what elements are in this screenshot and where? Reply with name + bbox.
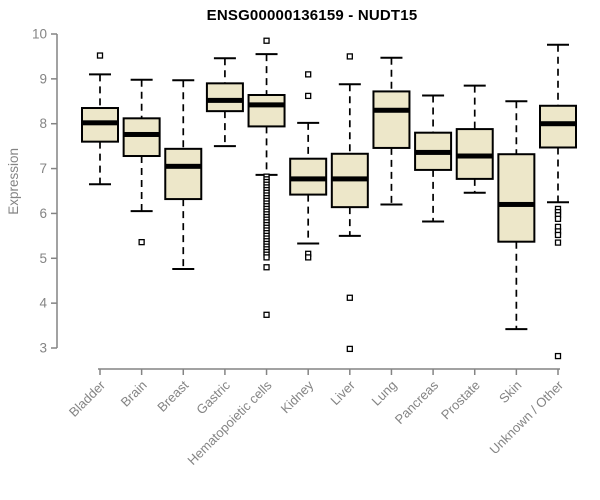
outlier-point	[554, 239, 562, 246]
median-line	[206, 97, 243, 103]
box-skin	[497, 100, 536, 331]
x-tick-label: Kidney	[278, 377, 317, 416]
box-prostate	[455, 84, 494, 194]
x-tick-label: Liver	[327, 377, 358, 408]
x-tick-label: Skin	[496, 378, 524, 406]
outlier-point	[263, 254, 270, 261]
y-tick-label: 9	[39, 71, 47, 86]
box-unknown-other	[539, 43, 577, 360]
y-tick-label: 8	[39, 116, 47, 131]
box-pancreas	[414, 94, 453, 223]
outlier-point	[263, 264, 270, 271]
y-tick-label: 5	[39, 251, 47, 266]
outlier-point	[305, 71, 312, 78]
x-tick-label: Prostate	[438, 378, 483, 423]
box-gastric	[205, 57, 244, 148]
y-tick-label: 4	[39, 296, 47, 311]
x-tick-label: Bladder	[66, 377, 109, 420]
box-bladder	[81, 52, 119, 186]
median-line	[456, 153, 493, 159]
outlier-point	[138, 238, 145, 246]
x-tick-label: Lung	[369, 378, 400, 409]
x-tick-label: Breast	[154, 377, 191, 414]
y-tick-label: 3	[39, 341, 47, 356]
box-breast	[164, 79, 203, 271]
y-tick-label: 6	[39, 206, 47, 221]
box-liver	[330, 53, 369, 353]
y-tick-label: 10	[32, 27, 47, 42]
box-kidney	[289, 71, 328, 261]
median-line	[540, 121, 576, 127]
box-lung	[372, 56, 411, 206]
x-tick-label: Brain	[118, 378, 150, 410]
outlier-point	[305, 254, 312, 261]
median-line	[373, 107, 410, 113]
median-line	[165, 163, 202, 169]
outlier-point	[96, 52, 104, 59]
median-line	[82, 120, 118, 126]
iqr-box	[497, 153, 536, 243]
median-line	[248, 102, 285, 108]
outlier-point	[263, 37, 270, 44]
x-tick-label: Unknown / Other	[487, 377, 567, 457]
iqr-box	[372, 90, 411, 149]
y-tick-label: 7	[39, 161, 47, 176]
outlier-point	[554, 215, 562, 222]
chart-title: ENSG00000136159 - NUDT15	[206, 7, 418, 24]
outlier-point	[346, 294, 353, 301]
median-line	[331, 176, 368, 182]
median-line	[498, 201, 535, 207]
outlier-point	[554, 352, 562, 360]
iqr-box	[539, 104, 577, 149]
median-line	[415, 149, 452, 155]
outlier-point	[554, 231, 562, 239]
iqr-box	[205, 82, 244, 113]
x-tick-label: Gastric	[193, 377, 233, 417]
outlier-point	[346, 345, 353, 353]
outlier-point	[263, 311, 270, 318]
median-line	[123, 131, 160, 137]
iqr-box	[247, 94, 286, 128]
outlier-point	[305, 92, 312, 100]
outlier-point	[346, 53, 353, 60]
box-hematopoietic-cells	[247, 37, 286, 318]
x-tick-label: Pancreas	[392, 377, 442, 427]
median-line	[290, 176, 327, 182]
box-brain	[122, 78, 161, 246]
iqr-box	[122, 117, 161, 158]
iqr-box	[164, 147, 203, 201]
